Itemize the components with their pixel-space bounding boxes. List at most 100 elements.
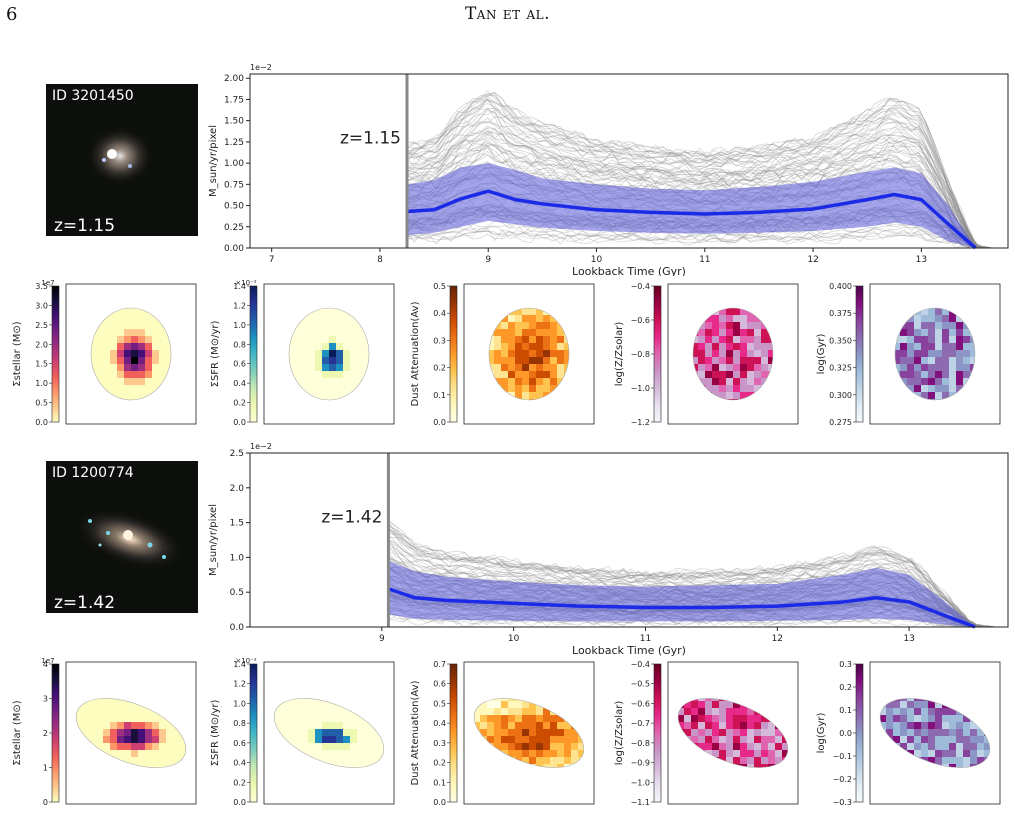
map-pixel <box>935 315 943 323</box>
map-pixel <box>698 364 706 372</box>
map-pixel <box>124 715 132 723</box>
map-pixel <box>173 750 181 758</box>
map-pixel <box>131 315 139 323</box>
map-pixel <box>145 757 153 765</box>
map-pixel <box>131 308 139 316</box>
colorbar <box>855 285 864 423</box>
map-pixel <box>719 708 727 716</box>
map-pixel <box>294 701 302 709</box>
map-pixel <box>515 743 523 751</box>
galaxy-outline <box>677 698 789 768</box>
map-pixel <box>110 736 118 744</box>
colorbar-exponent: 1e7 <box>41 280 54 287</box>
sfh-sample-track <box>388 525 995 628</box>
map-pixel <box>928 736 936 744</box>
map-pixel <box>719 378 727 386</box>
map-pixel <box>350 357 358 365</box>
map-pixel <box>935 308 943 316</box>
map-pixel <box>159 329 167 337</box>
map-pixel <box>698 743 706 751</box>
map-pixel <box>494 336 502 344</box>
map-pixel <box>712 364 720 372</box>
map-pixel <box>315 322 323 330</box>
map-pixel <box>963 736 971 744</box>
map-pixel <box>159 357 167 365</box>
sfh-sample-track <box>406 233 992 249</box>
map-pixel <box>473 722 481 730</box>
map-pixel <box>508 378 516 386</box>
map-pixel <box>159 722 167 730</box>
map-pixel <box>152 736 160 744</box>
map-pixel <box>159 371 167 379</box>
map-pixel <box>705 736 713 744</box>
map-pixel <box>740 385 748 393</box>
map-pixel <box>564 350 569 358</box>
map-pixel <box>315 750 323 758</box>
map-pixel <box>956 729 964 737</box>
map-pixel <box>343 329 351 337</box>
map-pixel <box>96 364 104 372</box>
map-pixel <box>726 399 734 400</box>
map-pixel <box>740 343 748 351</box>
map-pixel <box>131 757 139 765</box>
map-pixel <box>522 322 530 330</box>
map-pixel <box>336 736 344 744</box>
map-pixel <box>287 715 295 723</box>
map-pixel <box>775 757 783 765</box>
map-pixel <box>273 715 281 723</box>
map-pixel <box>712 343 720 351</box>
map-pixel <box>740 757 748 765</box>
map-pixel <box>550 729 558 737</box>
map-pixel <box>712 350 720 358</box>
map-pixel <box>543 315 551 323</box>
map-pixel <box>522 350 530 358</box>
map-pixel <box>928 357 936 365</box>
map-pixel <box>935 722 943 730</box>
map-pixel <box>698 371 706 379</box>
map-pixel <box>280 701 288 709</box>
map-pixel <box>110 329 118 337</box>
map-pixel <box>740 729 748 737</box>
property-map-panel: 0.0 0.5 1.0 1.5 2.0 2.5 3.0 3.5 1e7 Σstellar (M⊙) <box>8 279 204 438</box>
map-pixel <box>152 715 160 723</box>
map-pixel <box>557 364 565 372</box>
map-pixel <box>557 371 565 379</box>
colorbar-tick-label: −0.6 <box>631 316 650 325</box>
map-pixel <box>522 343 530 351</box>
map-pixel <box>371 743 379 751</box>
map-pixel <box>761 364 769 372</box>
map-pixel <box>315 357 323 365</box>
map-pixel <box>131 729 139 737</box>
colorbar-label: Dust Attenuation(Av) <box>410 680 421 785</box>
map-pixel <box>110 343 118 351</box>
y-tick-label: 1.0 <box>230 553 245 563</box>
map-pixel <box>480 708 488 716</box>
map-pixel <box>124 722 132 730</box>
map-pixel <box>928 378 936 386</box>
map-pixel <box>712 722 720 730</box>
map-pixel <box>322 715 330 723</box>
map-pixel <box>489 357 495 365</box>
map-pixel <box>726 757 734 765</box>
map-pixel <box>138 329 146 337</box>
property-map-svg: 0.275 0.300 0.325 0.350 0.375 0.400 log(Gyr) <box>816 282 1001 427</box>
map-pixel <box>131 736 139 744</box>
map-pixel <box>301 364 309 372</box>
map-pixel <box>719 701 727 709</box>
map-pixel <box>173 743 181 751</box>
map-pixel <box>322 350 330 358</box>
map-pixel <box>956 329 964 337</box>
colorbar-tick-label: −0.5 <box>631 680 650 689</box>
map-pixel <box>963 750 971 758</box>
map-pixel <box>357 357 365 365</box>
colorbar-label: Dust Attenuation(Av) <box>410 301 421 406</box>
map-pixel <box>914 385 922 393</box>
map-pixel <box>131 701 139 709</box>
map-pixel <box>712 322 720 330</box>
map-pixel <box>550 343 558 351</box>
map-pixel <box>928 336 936 344</box>
map-pixel <box>543 357 551 365</box>
map-pixel <box>329 357 337 365</box>
map-pixel <box>329 715 337 723</box>
